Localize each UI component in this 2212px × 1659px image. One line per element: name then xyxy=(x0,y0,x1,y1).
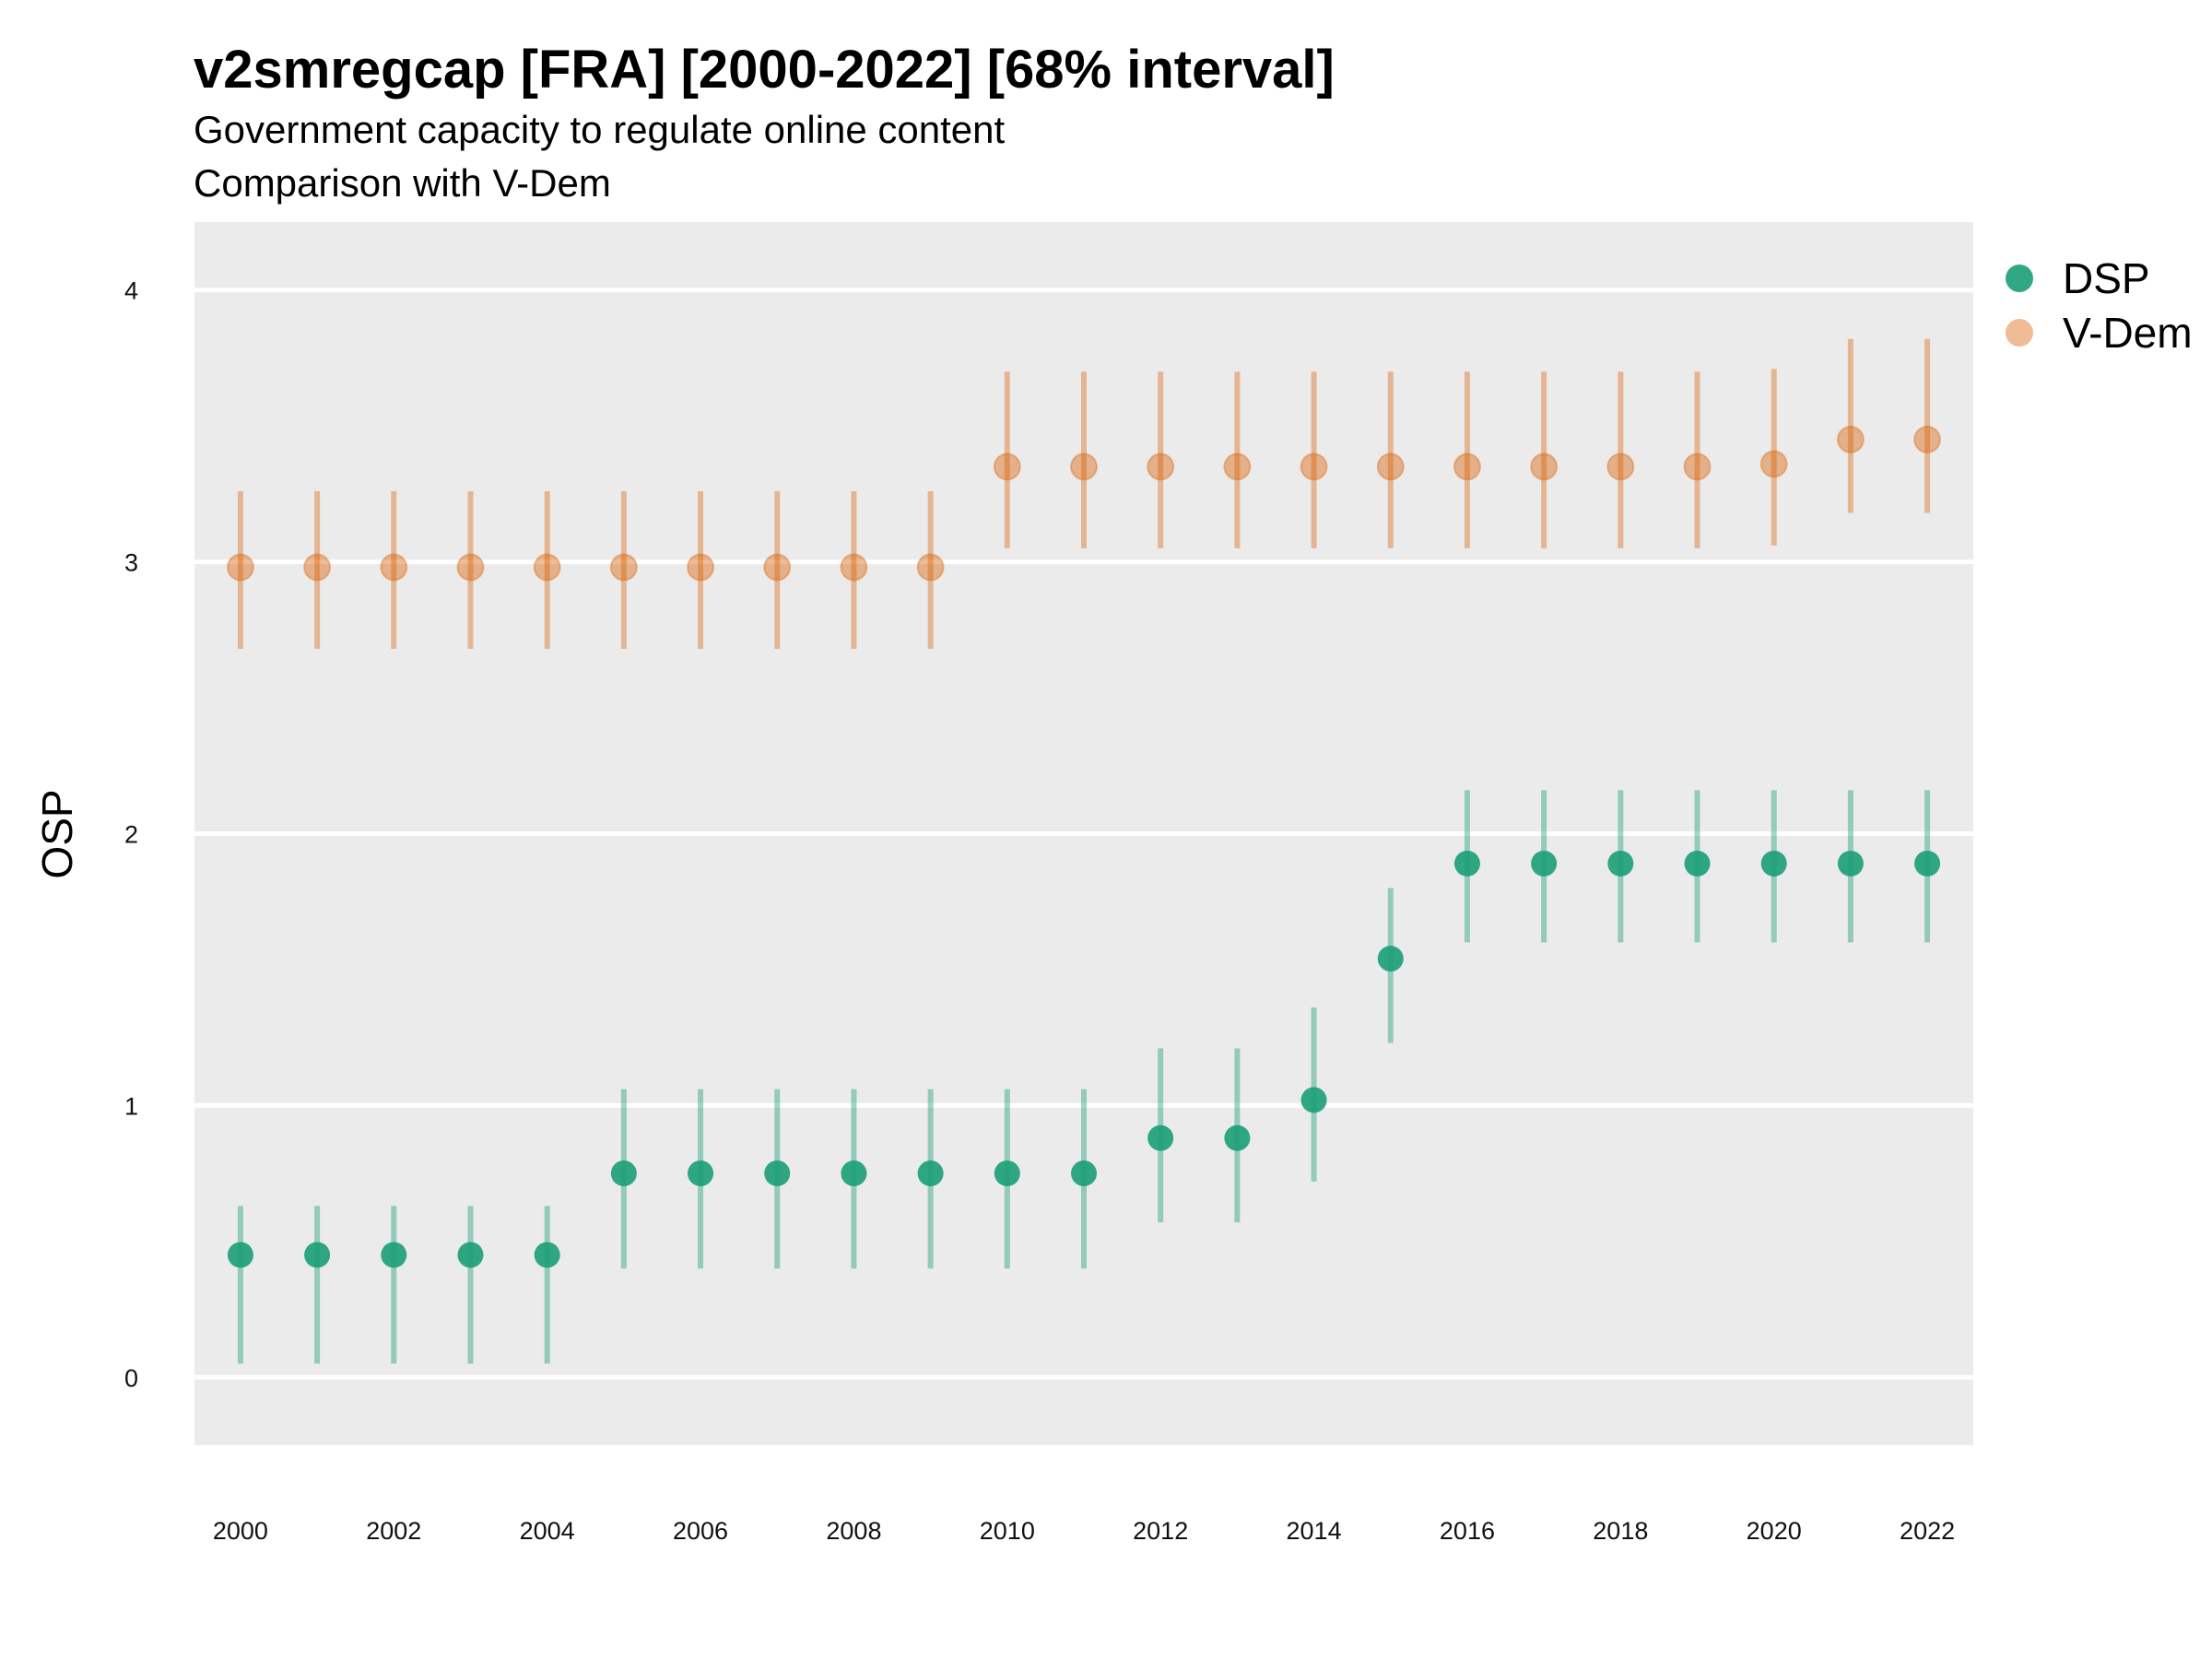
data-point xyxy=(1147,1124,1174,1151)
x-tick-label: 2014 xyxy=(1287,1517,1342,1545)
data-point xyxy=(457,1241,484,1268)
data-point xyxy=(688,1160,714,1187)
data-point xyxy=(1837,850,1864,877)
legend-marker-vdem xyxy=(2006,319,2033,347)
data-point xyxy=(1607,850,1634,877)
data-point xyxy=(1147,453,1175,481)
y-axis-ticks: 0 1 2 3 4 xyxy=(124,277,138,1393)
data-point xyxy=(1759,450,1788,478)
series-dsp xyxy=(227,790,1941,1364)
x-tick-label: 2012 xyxy=(1133,1517,1188,1545)
x-tick-label: 2022 xyxy=(1900,1517,1955,1545)
y-axis-label: OSP xyxy=(33,789,81,878)
data-point xyxy=(1224,1124,1251,1151)
data-point xyxy=(994,1160,1020,1187)
x-tick-label: 2006 xyxy=(673,1517,728,1545)
data-point xyxy=(1376,453,1405,481)
data-point xyxy=(1836,425,1865,453)
data-point xyxy=(1530,453,1559,481)
gridlines xyxy=(194,288,1973,1380)
x-axis-ticks: 2000 2002 2004 2006 2008 2010 2012 2014 2016 2018… xyxy=(213,1517,1955,1545)
x-tick-label: 2004 xyxy=(520,1517,575,1545)
data-point xyxy=(456,553,485,582)
x-tick-label: 2010 xyxy=(980,1517,1035,1545)
data-point xyxy=(763,553,792,582)
data-point xyxy=(1606,453,1635,481)
legend: DSP V-Dem xyxy=(2006,254,2193,357)
data-point xyxy=(917,1160,944,1187)
legend-label-vdem: V-Dem xyxy=(2063,309,2193,357)
x-tick-label: 2002 xyxy=(366,1517,421,1545)
data-point xyxy=(840,553,868,582)
data-point xyxy=(304,1241,331,1268)
data-point xyxy=(610,1160,637,1187)
data-point xyxy=(226,553,254,582)
data-point xyxy=(1377,946,1404,972)
data-point xyxy=(1913,425,1942,453)
x-tick-label: 2008 xyxy=(826,1517,881,1545)
data-point xyxy=(841,1160,867,1187)
data-point xyxy=(1071,1160,1097,1187)
x-tick-label: 2000 xyxy=(213,1517,268,1545)
chart-subtitle-line2: Comparison with V-Dem xyxy=(194,161,611,205)
data-point xyxy=(1300,1087,1327,1113)
legend-marker-dsp xyxy=(2006,265,2033,292)
data-point xyxy=(764,1160,791,1187)
data-point xyxy=(1070,453,1098,481)
data-point xyxy=(1453,453,1481,481)
y-tick-label: 4 xyxy=(124,277,138,305)
x-tick-label: 2018 xyxy=(1593,1517,1648,1545)
data-point xyxy=(609,553,638,582)
x-tick-label: 2020 xyxy=(1747,1517,1802,1545)
data-point xyxy=(534,1241,560,1268)
chart-title: v2smregcap [FRA] [2000-2022] [68% interv… xyxy=(194,40,1335,100)
chart-subtitle-line1: Government capacity to regulate online c… xyxy=(194,108,1006,151)
data-point xyxy=(1684,850,1711,877)
data-point xyxy=(227,1241,253,1268)
legend-label-dsp: DSP xyxy=(2063,254,2150,302)
data-point xyxy=(1531,850,1558,877)
data-point xyxy=(1683,453,1712,481)
series-layer xyxy=(226,338,1942,1364)
data-point xyxy=(380,553,408,582)
data-point xyxy=(1300,453,1328,481)
data-point xyxy=(916,553,945,582)
data-point xyxy=(993,453,1021,481)
data-point xyxy=(303,553,332,582)
data-point xyxy=(1914,850,1941,877)
x-tick-label: 2016 xyxy=(1440,1517,1495,1545)
series-v-dem xyxy=(226,338,1942,649)
data-point xyxy=(533,553,561,582)
y-tick-label: 2 xyxy=(124,821,138,849)
y-tick-label: 1 xyxy=(124,1092,138,1120)
data-point xyxy=(687,553,715,582)
y-tick-label: 0 xyxy=(124,1364,138,1392)
data-point xyxy=(1453,850,1480,877)
data-point xyxy=(381,1241,407,1268)
data-point xyxy=(1760,850,1787,877)
y-tick-label: 3 xyxy=(124,549,138,577)
data-point xyxy=(1223,453,1252,481)
